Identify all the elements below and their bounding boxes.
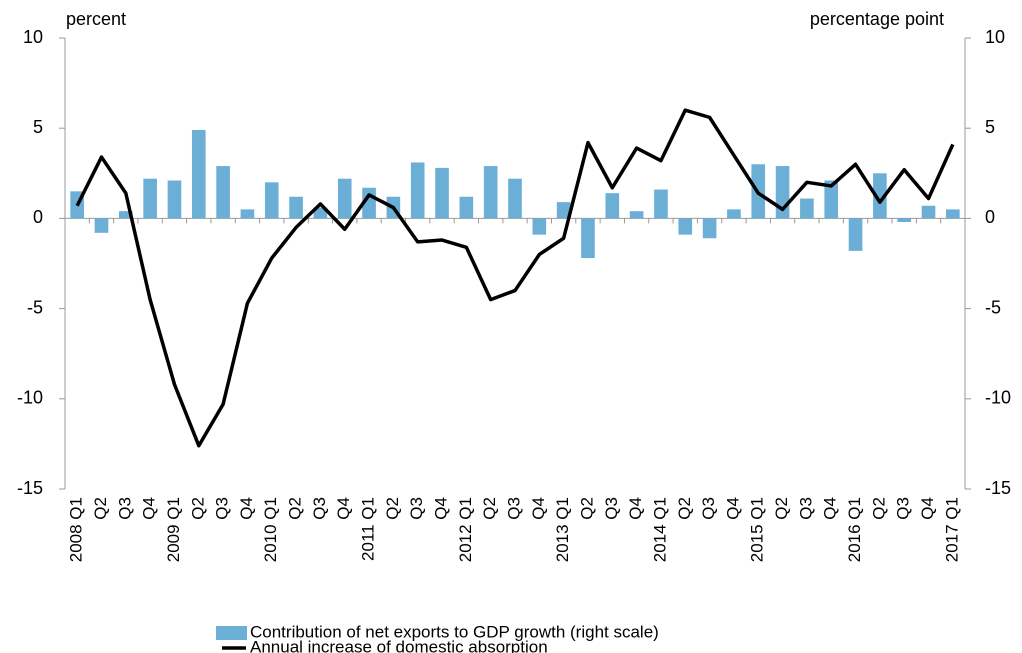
- x-tick-label: Q2: [480, 497, 499, 520]
- bar: [337, 178, 352, 219]
- x-tick-label: 2012 Q1: [456, 497, 475, 562]
- bar: [629, 211, 644, 219]
- bar: [581, 218, 595, 259]
- bar: [702, 218, 717, 239]
- bar: [435, 167, 449, 219]
- bar: [289, 196, 303, 219]
- x-tick-label: Q3: [213, 497, 232, 520]
- y-axis-label: percent: [66, 9, 126, 29]
- y2-tick-label: 5: [985, 117, 995, 137]
- x-tick-label: Q4: [626, 497, 645, 520]
- bar: [459, 196, 474, 219]
- bar: [410, 162, 425, 219]
- x-tick-label: Q2: [286, 497, 305, 520]
- x-tick-label: 2015 Q1: [748, 497, 767, 562]
- y2-tick-label: 10: [985, 27, 1005, 47]
- y2-tick-label: -5: [985, 297, 1001, 317]
- bar: [191, 130, 206, 219]
- x-tick-label: Q2: [675, 497, 694, 520]
- x-tick-label: 2014 Q1: [650, 497, 669, 562]
- y2-tick-label: 0: [985, 207, 995, 227]
- bar: [556, 202, 571, 219]
- x-tick-label: Q2: [772, 497, 791, 520]
- x-tick-label: 2013 Q1: [553, 497, 572, 562]
- bar: [654, 189, 668, 219]
- x-tick-label: Q4: [237, 497, 256, 520]
- x-tick-label: Q3: [699, 497, 718, 520]
- bar: [483, 166, 498, 219]
- y-tick-label: -5: [27, 297, 43, 317]
- x-tick-label: Q3: [796, 497, 815, 520]
- y-tick-label: 5: [33, 117, 43, 137]
- x-tick-label: Q4: [140, 497, 159, 520]
- x-tick-label: 2016 Q1: [845, 497, 864, 562]
- y-tick-label: -10: [17, 388, 43, 408]
- bar: [800, 198, 814, 219]
- bar: [727, 209, 741, 219]
- x-tick-label: Q2: [188, 497, 207, 520]
- x-tick-label: Q3: [407, 497, 426, 520]
- x-tick-label: Q2: [869, 497, 888, 520]
- x-tick-label: Q4: [432, 497, 451, 520]
- legend-label: Annual increase of domestic absorption: [250, 637, 548, 653]
- x-tick-label: 2010 Q1: [261, 497, 280, 562]
- bar: [824, 180, 839, 219]
- x-tick-label: Q4: [723, 497, 742, 520]
- legend-swatch: [216, 626, 247, 640]
- legend-label: Contribution of net exports to GDP growt…: [250, 622, 659, 641]
- x-tick-label: Q2: [577, 497, 596, 520]
- bar: [313, 207, 328, 219]
- x-tick-label: Q3: [310, 497, 329, 520]
- bar: [240, 209, 255, 219]
- bar: [678, 218, 693, 235]
- bar: [94, 218, 109, 233]
- x-tick-label: 2009 Q1: [164, 497, 183, 562]
- x-tick-label: 2017 Q1: [942, 497, 961, 562]
- x-tick-label: Q2: [91, 497, 110, 520]
- x-tick-label: Q4: [529, 497, 548, 520]
- x-tick-label: Q2: [383, 497, 402, 520]
- y-tick-label: 10: [23, 27, 43, 47]
- bar: [508, 178, 522, 219]
- x-tick-label: Q3: [115, 497, 134, 520]
- bar: [167, 180, 182, 219]
- y-tick-label: -15: [17, 478, 43, 498]
- y2-tick-label: -10: [985, 388, 1011, 408]
- bar: [848, 218, 863, 251]
- bar: [143, 178, 157, 219]
- x-tick-label: Q4: [334, 497, 353, 520]
- bar: [897, 218, 911, 223]
- bar: [532, 218, 547, 235]
- line: [75, 108, 955, 448]
- bar: [921, 205, 936, 219]
- x-tick-label: Q3: [894, 497, 913, 520]
- bar: [119, 211, 133, 219]
- bar: [946, 209, 960, 219]
- y-tick-label: 0: [33, 207, 43, 227]
- bar: [216, 166, 230, 219]
- bar: [264, 182, 279, 219]
- y2-axis-label: percentage point: [810, 9, 944, 29]
- bar: [873, 173, 887, 219]
- x-tick-label: Q3: [602, 497, 621, 520]
- x-tick-label: Q4: [821, 497, 840, 520]
- y2-tick-label: -15: [985, 478, 1011, 498]
- x-tick-label: Q3: [504, 497, 523, 520]
- bar: [605, 193, 620, 219]
- x-tick-label: 2011 Q1: [359, 497, 378, 561]
- x-tick-label: Q4: [918, 497, 937, 520]
- x-tick-label: 2008 Q1: [67, 497, 86, 562]
